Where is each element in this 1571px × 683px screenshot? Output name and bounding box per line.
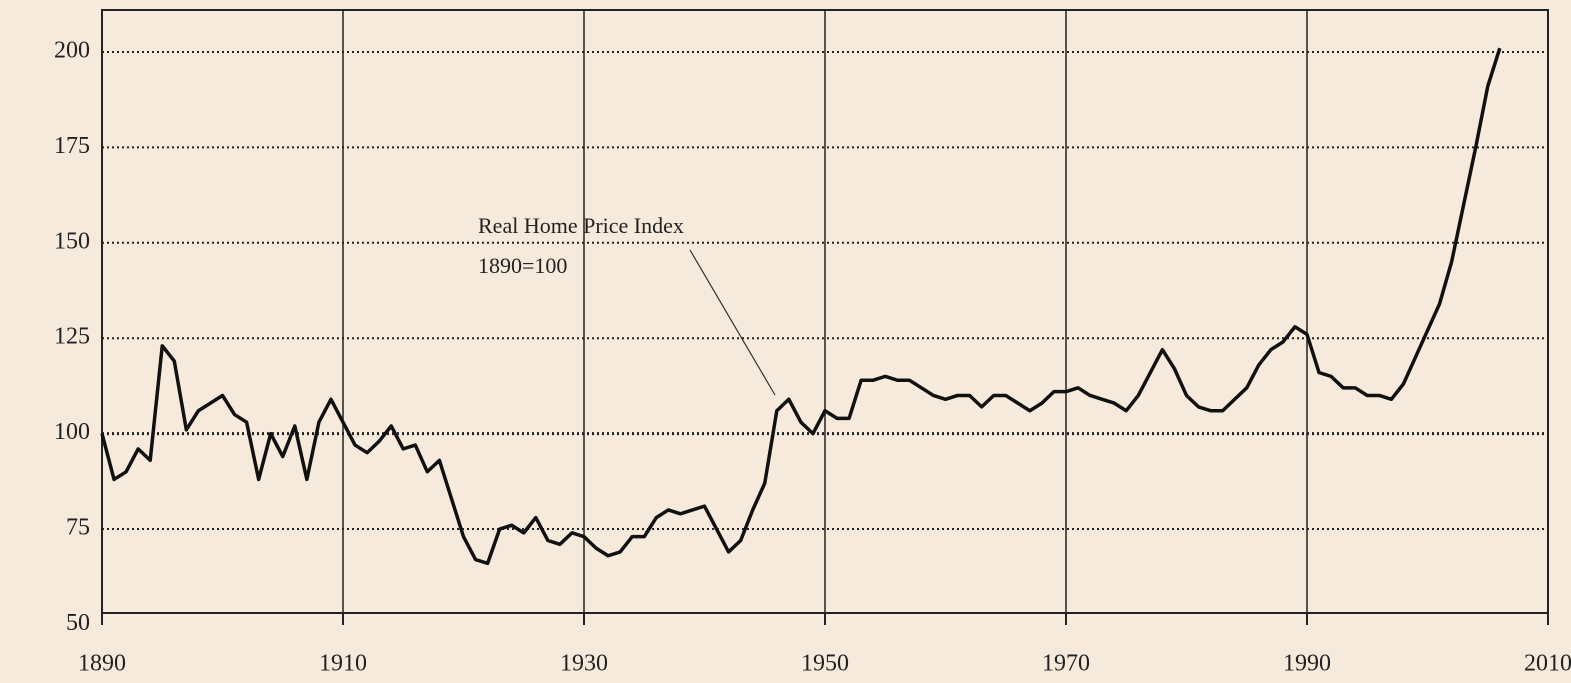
annotation: Real Home Price Index [478,213,684,238]
y-tick-label: 200 [54,37,90,63]
x-tick-label: 1930 [560,651,608,677]
x-tick-label: 1970 [1042,651,1090,677]
annotation: 1890=100 [478,253,567,278]
y-tick-label: 150 [54,228,90,254]
y-tick-label: 75 [66,515,90,541]
x-tick-label: 1910 [319,651,367,677]
y-tick-label: 175 [54,133,90,159]
x-tick-label: 1950 [801,651,849,677]
y-tick-label: 100 [54,419,90,445]
y-tick-label: 50 [66,610,90,636]
leader-line [689,249,776,396]
data-line [100,47,1502,566]
y-tick-label: 125 [54,324,90,350]
x-tick-label: 2010 [1524,651,1571,677]
x-tick-label: 1890 [78,651,126,677]
x-tick-label: 1990 [1283,651,1331,677]
